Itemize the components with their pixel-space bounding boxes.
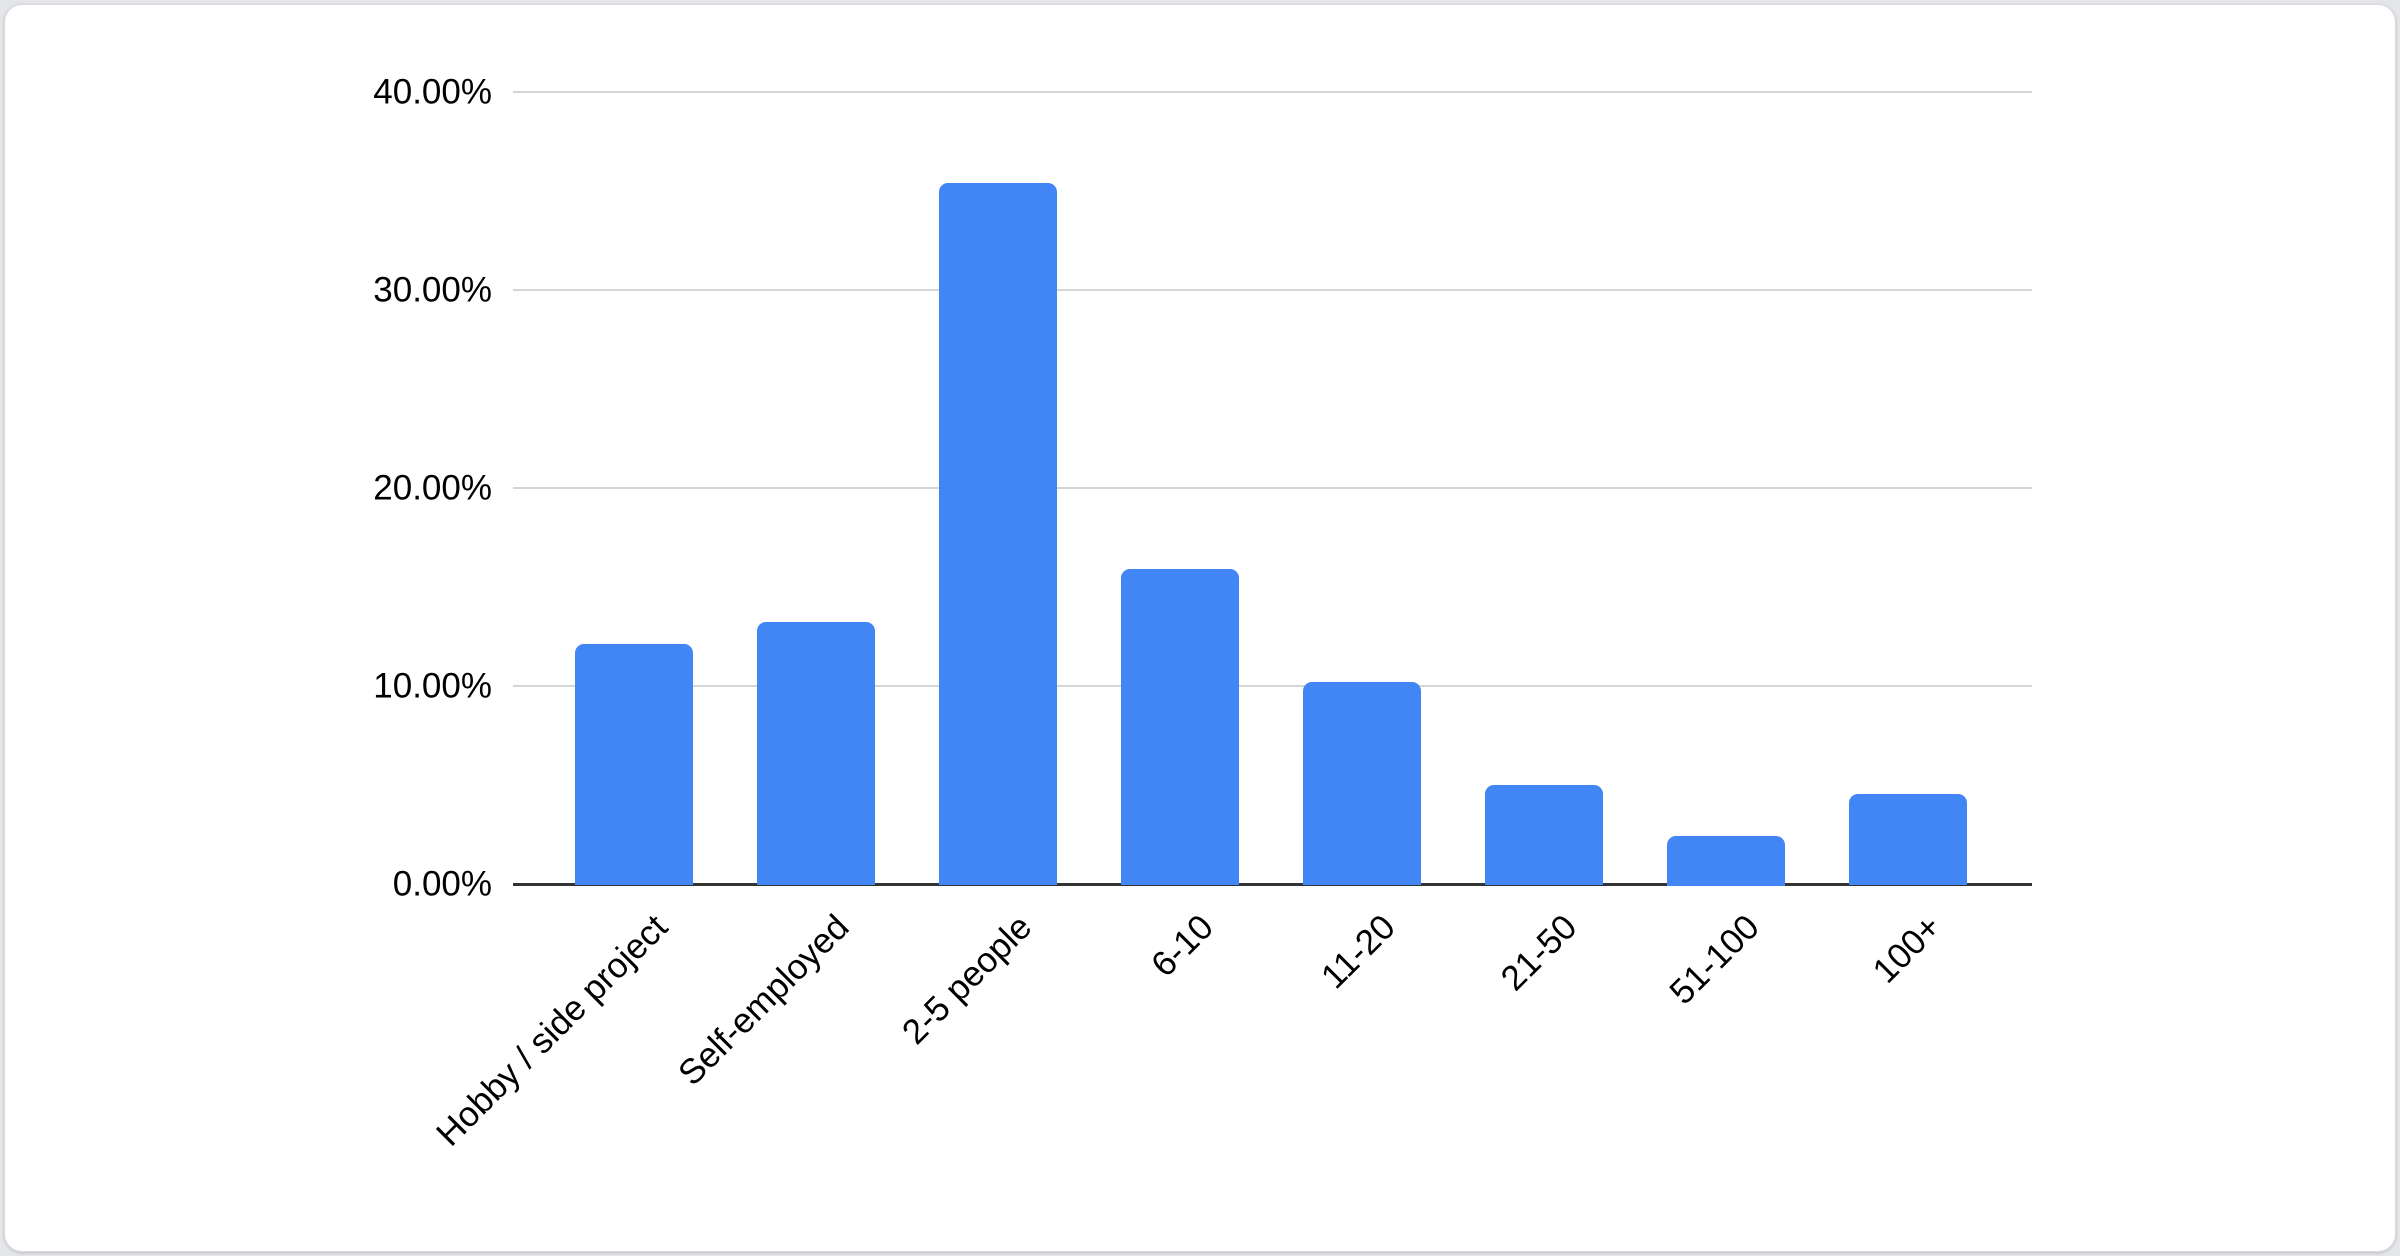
bar-5-11-20[interactable] [1303,681,1421,886]
y-axis-tick-label: 0.00% [392,864,492,904]
x-axis-category-label: 21-50 [1493,907,1585,999]
bar-1-hobby-side-project[interactable] [575,643,693,886]
y-axis-tick-label: 20.00% [373,468,492,508]
x-axis-category-label: 11-20 [1313,907,1403,997]
gridline-10.00% [513,685,2032,687]
y-axis-tick-label: 30.00% [373,270,492,310]
x-axis-line [513,883,2032,886]
x-axis-category-label: 2-5 people [894,907,1039,1052]
y-axis-tick-label: 10.00% [373,666,492,706]
gridline-20.00% [513,487,2032,489]
x-axis-category-label: 51-100 [1662,907,1767,1012]
bar-8-100+[interactable] [1849,794,1967,886]
x-axis-category-label: 6-10 [1143,907,1221,985]
y-axis-tick-label: 40.00% [373,72,492,112]
bar-3-2-5-people[interactable] [939,182,1057,886]
bar-2-self-employed[interactable] [757,622,875,886]
bar-4-6-10[interactable] [1121,568,1239,886]
x-axis-category-label: Hobby / side project [428,907,675,1154]
bar-7-51-100[interactable] [1667,836,1785,886]
x-axis-category-label: 100+ [1865,907,1949,991]
bar-6-21-50[interactable] [1485,784,1603,886]
gridline-40.00% [513,91,2032,93]
x-axis-category-label: Self-employed [671,907,857,1094]
gridline-30.00% [513,289,2032,291]
